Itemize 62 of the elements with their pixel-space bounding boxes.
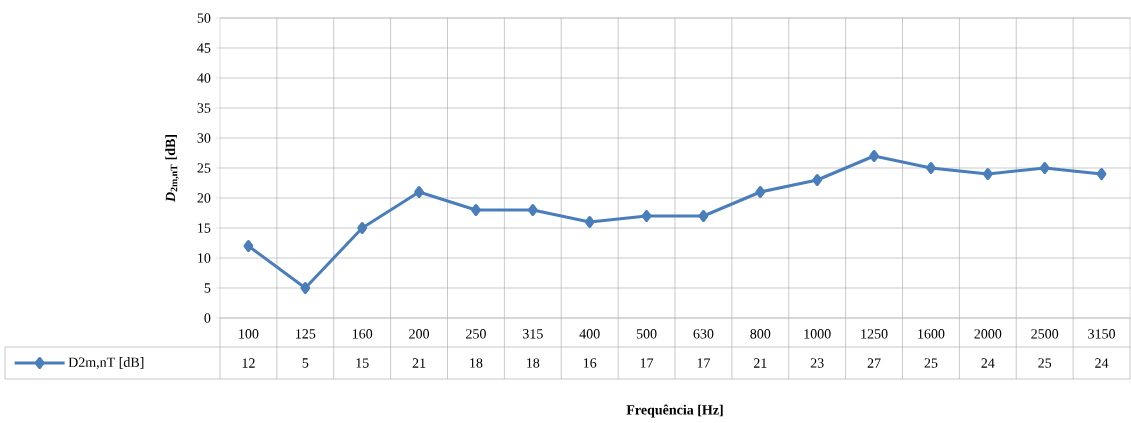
y-tick-label: 50: [197, 13, 211, 23]
data-label: 25: [924, 358, 938, 368]
point: [357, 222, 368, 234]
data-label: 12: [242, 358, 255, 368]
data-label: 18: [527, 358, 540, 368]
y-tick-label: 30: [197, 133, 211, 143]
x-tick-label: 1600: [918, 329, 945, 339]
x-tick-label: 1000: [804, 329, 831, 339]
data-label: 18: [470, 358, 483, 368]
x-tick-label: 100: [239, 329, 259, 339]
point: [584, 216, 595, 228]
y-tick-label: 5: [204, 283, 211, 293]
x-tick-label: 3150: [1088, 329, 1116, 339]
x-tick-label: 500: [636, 329, 657, 339]
data-label: 24: [1095, 358, 1109, 368]
y-tick-label: 0: [204, 313, 211, 323]
x-tick-label: 630: [693, 329, 714, 339]
point: [243, 240, 254, 252]
data-label: 16: [583, 358, 597, 368]
x-tick-label: 200: [409, 329, 430, 339]
point: [414, 186, 424, 198]
y-tick-label: 15: [198, 223, 211, 233]
data-label: 15: [356, 358, 369, 368]
x-tick-label: 2000: [974, 329, 1002, 339]
data-label: 24: [981, 358, 995, 368]
point: [698, 210, 709, 222]
x-tick-label: 125: [296, 329, 316, 339]
data-label: 27: [867, 358, 881, 368]
point: [471, 204, 481, 216]
y-tick-label: 20: [197, 193, 211, 203]
x-tick-label: 800: [750, 329, 771, 339]
point: [869, 150, 879, 162]
data-label: 17: [640, 358, 654, 368]
point: [926, 162, 936, 174]
x-tick-label: 250: [466, 329, 486, 339]
x-axis-title: Frequência [Hz]: [626, 404, 723, 418]
data-label: 21: [753, 358, 767, 368]
x-tick-label: 400: [579, 329, 600, 339]
point: [641, 210, 652, 222]
data-label: 23: [810, 358, 824, 368]
y-tick-label: 45: [197, 43, 211, 53]
x-tick-label: 315: [522, 329, 543, 339]
legend-label: D2m,nT [dB]: [68, 357, 144, 369]
point: [812, 174, 823, 186]
x-tick-label: 2500: [1031, 329, 1059, 339]
data-label: 25: [1038, 358, 1052, 368]
point: [982, 168, 993, 180]
point: [1039, 162, 1050, 174]
data-label: 17: [697, 358, 711, 368]
data-label: 21: [412, 358, 426, 368]
y-tick-label: 10: [198, 253, 211, 263]
point: [755, 186, 766, 198]
x-tick-label: 160: [352, 329, 373, 339]
y-axis-title: D$_{2m,nT}$ [dB]: [165, 135, 179, 203]
point: [1096, 168, 1107, 180]
y-tick-label: 25: [197, 163, 211, 173]
point: [527, 204, 538, 216]
y-tick-label: 35: [197, 103, 211, 113]
point: [300, 282, 311, 294]
data-label: 5: [302, 358, 309, 368]
x-tick-label: 1250: [861, 329, 888, 339]
y-tick-label: 40: [197, 73, 211, 83]
